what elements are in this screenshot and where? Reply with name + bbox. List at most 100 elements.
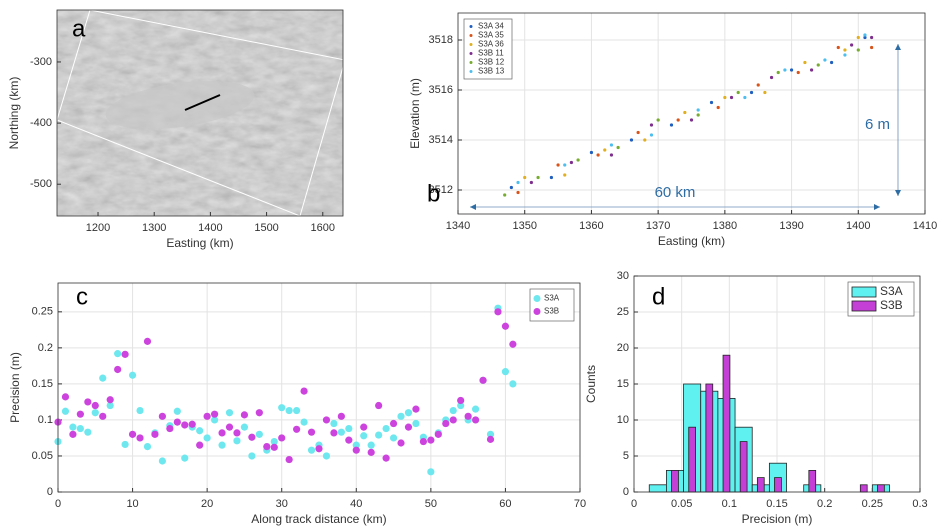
satellite-image <box>57 10 343 216</box>
x-axis-label: Easting (km) <box>658 234 725 248</box>
point <box>589 150 594 155</box>
point <box>114 350 122 358</box>
point <box>716 105 720 110</box>
y-tick-label: 20 <box>617 342 629 354</box>
panel-label: b <box>427 180 440 207</box>
panel: 0 10 20 30 40 50 60 70 0 0.05 0.1 0.15 0.2 0.25 Along … <box>8 282 586 526</box>
point <box>181 421 189 429</box>
bar <box>739 441 748 493</box>
point <box>173 407 181 415</box>
x-tick-label: 1340 <box>446 220 470 232</box>
point <box>442 419 450 428</box>
legend-label: S3A 35 <box>478 31 504 40</box>
panel: 0 0.05 0.1 0.15 0.2 0.25 0.3 0 5 10 15 20 25 30 Precis… <box>584 270 927 526</box>
point <box>307 428 316 436</box>
point <box>479 376 487 384</box>
footprint-outline <box>57 10 343 216</box>
point <box>233 429 241 437</box>
point <box>636 130 640 135</box>
y-tick-label: 3512 <box>429 184 453 196</box>
point <box>856 48 860 52</box>
point <box>211 410 219 418</box>
bar <box>705 383 714 493</box>
y-axis-label: Northing (km) <box>7 77 21 150</box>
plot-area <box>458 13 925 214</box>
point <box>736 90 740 95</box>
y-tick-label: 0.25 <box>32 306 53 318</box>
point <box>434 430 442 438</box>
legend-marker <box>469 52 473 55</box>
point <box>836 45 840 50</box>
panel: 1200 1300 1400 1500 1600 -500 -400 -300 Easting … <box>7 9 344 250</box>
point <box>756 83 760 87</box>
point <box>293 425 301 433</box>
point <box>69 423 77 431</box>
point <box>240 423 249 431</box>
point <box>337 428 345 436</box>
point <box>501 368 510 376</box>
point <box>603 148 607 152</box>
legend-marker <box>469 34 473 37</box>
legend-box <box>529 288 575 322</box>
x-tick-label: 1410 <box>913 220 937 232</box>
bar <box>877 484 885 493</box>
point <box>158 457 166 465</box>
bar <box>859 484 868 493</box>
bar <box>648 484 667 493</box>
plot-frame <box>57 282 581 493</box>
point <box>576 158 580 162</box>
point <box>503 193 507 197</box>
point <box>128 430 137 438</box>
point <box>796 70 800 75</box>
point <box>676 118 680 122</box>
image-feature <box>105 80 255 130</box>
point <box>151 430 159 438</box>
point <box>211 416 219 424</box>
y-axis-label: Precision (m) <box>8 352 22 423</box>
legend-label: S3B 13 <box>478 67 505 76</box>
y-tick-label: -500 <box>30 178 52 190</box>
point <box>776 70 780 75</box>
point <box>816 63 820 67</box>
panel: 1340 1350 1360 1370 1380 1390 1400 1410 3512 3514… <box>408 12 937 248</box>
point <box>270 437 278 446</box>
point <box>863 35 867 40</box>
point <box>523 175 527 180</box>
point <box>486 435 495 443</box>
point <box>529 180 533 185</box>
point <box>689 118 694 122</box>
point <box>656 118 660 122</box>
point <box>367 448 375 456</box>
point <box>255 430 263 438</box>
point <box>536 175 540 180</box>
point <box>382 424 390 433</box>
point <box>850 43 854 47</box>
panel-label: d <box>652 283 665 310</box>
point <box>449 406 457 415</box>
point <box>472 405 480 413</box>
point <box>128 371 137 379</box>
x-tick-label: 0.2 <box>817 498 832 510</box>
panel-label: a <box>72 15 86 42</box>
point <box>240 411 249 419</box>
legend-label: S3A <box>880 284 903 298</box>
point <box>472 416 480 424</box>
legend-swatch <box>851 286 877 298</box>
point <box>218 441 226 449</box>
point <box>789 68 794 72</box>
point <box>556 163 560 167</box>
x-tick-label: 1350 <box>512 220 536 232</box>
point <box>293 406 301 415</box>
y-tick-label: -300 <box>30 56 52 68</box>
point <box>830 60 834 65</box>
point <box>563 173 567 177</box>
x-tick-label: 30 <box>276 498 288 510</box>
legend-label: S3B <box>880 298 903 312</box>
legend-label: S3A <box>544 294 560 303</box>
x-tick-label: 0 <box>55 498 61 510</box>
point <box>99 374 107 382</box>
point <box>106 401 114 410</box>
point <box>486 430 495 438</box>
point <box>173 418 181 426</box>
